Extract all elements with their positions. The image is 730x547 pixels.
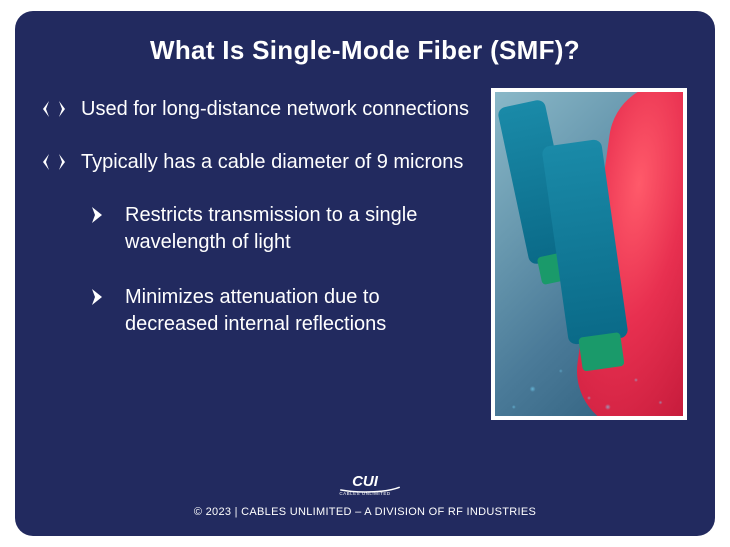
bullet-text: Typically has a cable diameter of 9 micr… <box>81 149 463 176</box>
card-footer: CUI CABLES UNLIMITED © 2023 | CABLES UNL… <box>15 468 715 518</box>
content-row: Used for long-distance network connectio… <box>43 88 687 420</box>
bullet-item-indent: Restricts transmission to a single wavel… <box>43 202 471 256</box>
bullet-text: Used for long-distance network connectio… <box>81 96 469 123</box>
card-title: What Is Single-Mode Fiber (SMF)? <box>43 35 687 66</box>
logo-subtext: CABLES UNLIMITED <box>339 491 391 496</box>
bullet-text: Minimizes attenuation due to decreased i… <box>125 284 471 338</box>
bullet-item: Typically has a cable diameter of 9 micr… <box>43 149 471 176</box>
copyright-text: © 2023 | CABLES UNLIMITED – A DIVISION O… <box>15 506 715 518</box>
diamond-icon <box>43 98 65 120</box>
logo-text: CUI <box>352 473 379 490</box>
bullet-list: Used for long-distance network connectio… <box>43 88 471 420</box>
info-card: What Is Single-Mode Fiber (SMF)? Used fo… <box>15 11 715 536</box>
bullet-item-indent: Minimizes attenuation due to decreased i… <box>43 284 471 338</box>
cui-logo-icon: CUI CABLES UNLIMITED <box>15 468 715 498</box>
chevron-icon <box>87 286 109 308</box>
bullet-item: Used for long-distance network connectio… <box>43 96 471 123</box>
sparkle-decor <box>495 326 683 416</box>
chevron-icon <box>87 204 109 226</box>
diamond-icon <box>43 151 65 173</box>
hero-image <box>491 88 687 420</box>
bullet-text: Restricts transmission to a single wavel… <box>125 202 471 256</box>
